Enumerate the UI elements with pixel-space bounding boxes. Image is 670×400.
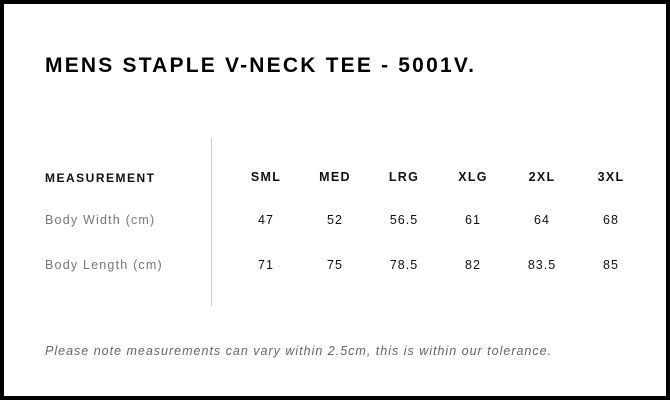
table-cell: 71 (258, 258, 274, 272)
size-header: 2XL (528, 170, 556, 184)
table-cell: 52 (327, 213, 343, 227)
table-cell: 75 (327, 258, 343, 272)
measurement-header: MEASUREMENT (45, 171, 156, 185)
table-cell: 56.5 (389, 213, 419, 227)
tolerance-note: Please note measurements can vary within… (45, 344, 553, 358)
size-header: XLG (458, 170, 488, 184)
table-cell: 82 (465, 258, 481, 272)
size-header: SML (250, 170, 282, 184)
row-label: Body Width (cm) (45, 213, 156, 227)
column-divider (211, 138, 212, 306)
page-title: MENS STAPLE V-NECK TEE - 5001V. (45, 54, 477, 77)
size-header: 3XL (597, 170, 625, 184)
row-label: Body Length (cm) (45, 258, 163, 272)
table-cell: 78.5 (389, 258, 419, 272)
table-cell: 85 (603, 258, 619, 272)
table-cell: 61 (465, 213, 481, 227)
table-cell: 47 (258, 213, 274, 227)
size-chart-card: MENS STAPLE V-NECK TEE - 5001V. MEASUREM… (4, 4, 666, 396)
table-cell: 64 (534, 213, 550, 227)
size-header: MED (319, 170, 351, 184)
table-cell: 68 (603, 213, 619, 227)
table-cell: 83.5 (527, 258, 557, 272)
size-header: LRG (388, 170, 420, 184)
